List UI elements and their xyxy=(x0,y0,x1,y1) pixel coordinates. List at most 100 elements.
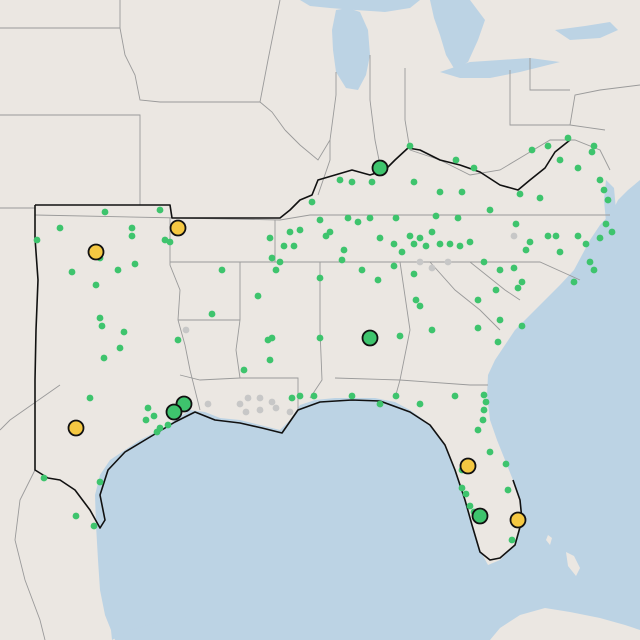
hub-marker-yellow[interactable] xyxy=(509,511,527,529)
site-marker-green[interactable] xyxy=(208,310,216,318)
hub-marker-yellow[interactable] xyxy=(67,419,85,437)
site-marker-green[interactable] xyxy=(390,262,398,270)
site-marker-green[interactable] xyxy=(588,148,596,156)
site-marker-green[interactable] xyxy=(586,258,594,266)
site-marker-green[interactable] xyxy=(556,248,564,256)
site-marker-green[interactable] xyxy=(116,344,124,352)
site-marker-green[interactable] xyxy=(376,234,384,242)
site-marker-green[interactable] xyxy=(516,190,524,198)
site-marker-green[interactable] xyxy=(474,296,482,304)
site-marker-green[interactable] xyxy=(514,284,522,292)
site-marker-green[interactable] xyxy=(296,392,304,400)
site-marker-green[interactable] xyxy=(316,274,324,282)
site-marker-green[interactable] xyxy=(340,246,348,254)
site-marker-gray[interactable] xyxy=(256,406,264,414)
site-marker-green[interactable] xyxy=(504,486,512,494)
hub-marker-green[interactable] xyxy=(371,159,389,177)
site-marker-green[interactable] xyxy=(410,240,418,248)
site-marker-green[interactable] xyxy=(416,234,424,242)
site-marker-green[interactable] xyxy=(366,214,374,222)
site-marker-green[interactable] xyxy=(590,266,598,274)
site-marker-green[interactable] xyxy=(114,266,122,274)
site-marker-green[interactable] xyxy=(552,232,560,240)
site-marker-green[interactable] xyxy=(470,164,478,172)
site-marker-green[interactable] xyxy=(544,232,552,240)
site-marker-green[interactable] xyxy=(96,478,104,486)
site-marker-green[interactable] xyxy=(290,242,298,250)
site-marker-green[interactable] xyxy=(33,236,41,244)
site-marker-green[interactable] xyxy=(410,270,418,278)
site-marker-green[interactable] xyxy=(268,254,276,262)
site-marker-green[interactable] xyxy=(422,242,430,250)
site-marker-green[interactable] xyxy=(316,216,324,224)
site-marker-green[interactable] xyxy=(344,214,352,222)
site-marker-green[interactable] xyxy=(354,218,362,226)
site-marker-green[interactable] xyxy=(348,178,356,186)
site-marker-green[interactable] xyxy=(454,214,462,222)
site-marker-green[interactable] xyxy=(564,134,572,142)
site-marker-green[interactable] xyxy=(86,394,94,402)
site-marker-green[interactable] xyxy=(458,188,466,196)
site-marker-green[interactable] xyxy=(390,240,398,248)
site-marker-green[interactable] xyxy=(348,392,356,400)
site-marker-green[interactable] xyxy=(392,392,400,400)
hub-marker-yellow[interactable] xyxy=(459,457,477,475)
site-marker-green[interactable] xyxy=(406,232,414,240)
site-marker-green[interactable] xyxy=(308,198,316,206)
site-marker-green[interactable] xyxy=(596,234,604,242)
site-marker-green[interactable] xyxy=(436,188,444,196)
site-marker-green[interactable] xyxy=(286,228,294,236)
site-marker-green[interactable] xyxy=(574,232,582,240)
site-marker-green[interactable] xyxy=(322,232,330,240)
site-marker-green[interactable] xyxy=(254,292,262,300)
site-marker-green[interactable] xyxy=(518,278,526,286)
site-marker-gray[interactable] xyxy=(236,400,244,408)
site-marker-green[interactable] xyxy=(296,226,304,234)
site-marker-green[interactable] xyxy=(392,214,400,222)
site-marker-green[interactable] xyxy=(428,228,436,236)
site-marker-green[interactable] xyxy=(428,326,436,334)
site-marker-green[interactable] xyxy=(288,394,296,402)
site-marker-gray[interactable] xyxy=(428,264,436,272)
site-marker-green[interactable] xyxy=(368,178,376,186)
site-marker-green[interactable] xyxy=(486,206,494,214)
site-marker-gray[interactable] xyxy=(444,258,452,266)
site-marker-green[interactable] xyxy=(280,242,288,250)
site-marker-green[interactable] xyxy=(412,296,420,304)
site-marker-gray[interactable] xyxy=(286,408,294,416)
site-marker-gray[interactable] xyxy=(272,404,280,412)
site-marker-green[interactable] xyxy=(68,268,76,276)
site-marker-green[interactable] xyxy=(474,426,482,434)
site-marker-green[interactable] xyxy=(240,366,248,374)
site-marker-green[interactable] xyxy=(494,338,502,346)
site-marker-green[interactable] xyxy=(128,232,136,240)
site-marker-green[interactable] xyxy=(596,176,604,184)
site-marker-green[interactable] xyxy=(98,322,106,330)
site-marker-green[interactable] xyxy=(432,212,440,220)
site-marker-green[interactable] xyxy=(92,281,100,289)
site-marker-green[interactable] xyxy=(466,502,474,510)
site-marker-green[interactable] xyxy=(101,208,109,216)
site-marker-green[interactable] xyxy=(40,474,48,482)
site-marker-green[interactable] xyxy=(590,142,598,150)
site-marker-green[interactable] xyxy=(510,264,518,272)
site-marker-green[interactable] xyxy=(608,228,616,236)
site-marker-green[interactable] xyxy=(492,286,500,294)
site-marker-green[interactable] xyxy=(276,258,284,266)
site-marker-green[interactable] xyxy=(480,406,488,414)
site-marker-green[interactable] xyxy=(218,266,226,274)
hub-marker-yellow[interactable] xyxy=(87,243,105,261)
site-marker-green[interactable] xyxy=(480,391,488,399)
site-marker-green[interactable] xyxy=(502,460,510,468)
site-marker-green[interactable] xyxy=(496,266,504,274)
site-marker-green[interactable] xyxy=(451,392,459,400)
site-marker-green[interactable] xyxy=(508,536,516,544)
site-marker-green[interactable] xyxy=(153,428,161,436)
site-marker-green[interactable] xyxy=(496,316,504,324)
site-marker-green[interactable] xyxy=(156,206,164,214)
site-marker-green[interactable] xyxy=(272,266,280,274)
site-marker-gray[interactable] xyxy=(244,394,252,402)
site-marker-gray[interactable] xyxy=(242,408,250,416)
hub-marker-green[interactable] xyxy=(471,507,489,525)
